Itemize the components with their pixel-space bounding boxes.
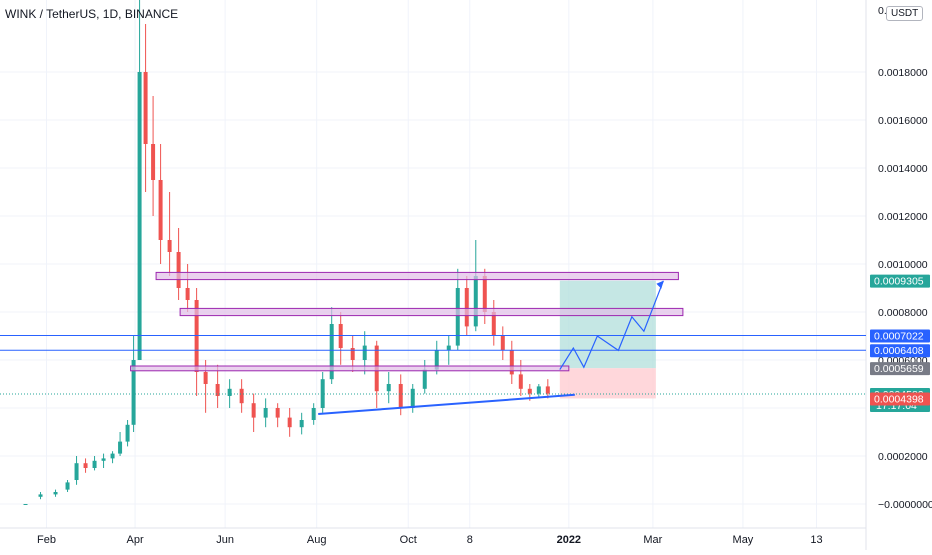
price-label-text: 0.0005659 bbox=[874, 363, 924, 375]
x-tick-label: 13 bbox=[810, 534, 822, 546]
price-label-box bbox=[870, 362, 930, 376]
candle-body bbox=[118, 441, 123, 454]
support-trendline bbox=[318, 393, 575, 415]
candle-body bbox=[362, 345, 367, 360]
resistance-zone bbox=[130, 365, 570, 372]
candle-body bbox=[263, 408, 268, 418]
candle-body bbox=[329, 324, 334, 380]
x-tick-label: May bbox=[733, 534, 754, 546]
y-tick-label: 0.0010000 bbox=[878, 259, 928, 271]
x-tick-label: Jun bbox=[216, 534, 234, 546]
currency-badge[interactable]: USDT bbox=[886, 6, 924, 21]
y-tick-label: 0.0014000 bbox=[878, 163, 928, 175]
candle-body bbox=[386, 384, 391, 392]
y-tick-label: −0.0000000 bbox=[878, 499, 932, 511]
candle-body bbox=[74, 463, 79, 480]
x-tick-label: Apr bbox=[127, 534, 144, 546]
candle-body bbox=[143, 72, 148, 144]
stop-zone-box bbox=[559, 368, 656, 399]
candle-body bbox=[185, 288, 190, 300]
candle-body bbox=[53, 492, 58, 495]
candle-body bbox=[203, 372, 208, 384]
candle-body bbox=[167, 240, 172, 252]
candle-body bbox=[338, 324, 343, 348]
candle-body bbox=[320, 379, 325, 408]
x-tick-label: Mar bbox=[643, 534, 662, 546]
candle-body bbox=[509, 350, 514, 375]
candle-body bbox=[125, 424, 130, 442]
candle-body bbox=[275, 408, 280, 418]
price-label-text: 0.0009305 bbox=[874, 276, 924, 288]
candle-body bbox=[83, 463, 88, 468]
candle-body bbox=[239, 388, 244, 404]
y-tick-label: 0.0008000 bbox=[878, 307, 928, 319]
candle-body bbox=[491, 312, 496, 336]
projection-arrow-head bbox=[656, 280, 664, 289]
resistance-zone bbox=[179, 307, 684, 317]
candle-body bbox=[227, 388, 232, 396]
candle-body bbox=[38, 494, 43, 497]
candle-body bbox=[194, 300, 199, 372]
candle-body bbox=[473, 276, 478, 327]
candle-body bbox=[110, 453, 115, 459]
y-tick-label: 0.0002000 bbox=[878, 451, 928, 463]
candle-body bbox=[518, 374, 523, 389]
y-tick-label: 0.0018000 bbox=[878, 67, 928, 79]
x-tick-label: Oct bbox=[400, 534, 417, 546]
candle-body bbox=[151, 144, 156, 180]
candle-body bbox=[176, 252, 181, 288]
y-tick-label: 0.0016000 bbox=[878, 115, 928, 127]
resistance-zone bbox=[155, 271, 679, 281]
price-label-box bbox=[870, 329, 930, 343]
candle-body bbox=[65, 482, 70, 490]
candle-body bbox=[215, 384, 220, 396]
candle-body bbox=[410, 388, 415, 408]
candle-body bbox=[311, 408, 316, 420]
candle-body bbox=[158, 180, 163, 240]
candle-body bbox=[101, 458, 106, 461]
y-tick-label: 0.0012000 bbox=[878, 211, 928, 223]
candle-body bbox=[422, 369, 427, 389]
candle-body bbox=[527, 388, 532, 394]
candle-body bbox=[350, 348, 355, 360]
price-label-text: 0.0004398 bbox=[874, 393, 924, 405]
x-tick-label: 2022 bbox=[557, 534, 581, 546]
candle-body bbox=[536, 386, 541, 394]
price-label-box bbox=[870, 392, 930, 406]
candle-body bbox=[131, 360, 136, 425]
candle-body bbox=[398, 384, 403, 408]
x-tick-label: Aug bbox=[307, 534, 327, 546]
price-label-box bbox=[870, 344, 930, 358]
candle-body bbox=[545, 386, 550, 394]
candle-body bbox=[137, 72, 142, 360]
price-label-text: 0.0006408 bbox=[874, 345, 924, 357]
candle-body bbox=[464, 288, 469, 327]
candle-body bbox=[500, 336, 505, 351]
candle-body bbox=[299, 420, 304, 428]
candle-body bbox=[251, 403, 256, 418]
candle-body bbox=[287, 417, 292, 428]
price-label-text: 0.0007022 bbox=[874, 330, 924, 342]
symbol-title[interactable]: WINK / TetherUS, 1D, BINANCE bbox=[5, 7, 179, 21]
target-zone-box bbox=[559, 280, 656, 369]
candle-body bbox=[434, 350, 439, 370]
candle-body bbox=[455, 288, 460, 346]
candle-body bbox=[92, 460, 97, 468]
projection-path bbox=[559, 280, 664, 370]
x-tick-label: Feb bbox=[37, 534, 56, 546]
price-label-box bbox=[870, 274, 930, 288]
candle-body bbox=[446, 345, 451, 351]
candle-body bbox=[482, 276, 487, 312]
candle-body bbox=[23, 504, 28, 505]
x-tick-label: 8 bbox=[467, 534, 473, 546]
